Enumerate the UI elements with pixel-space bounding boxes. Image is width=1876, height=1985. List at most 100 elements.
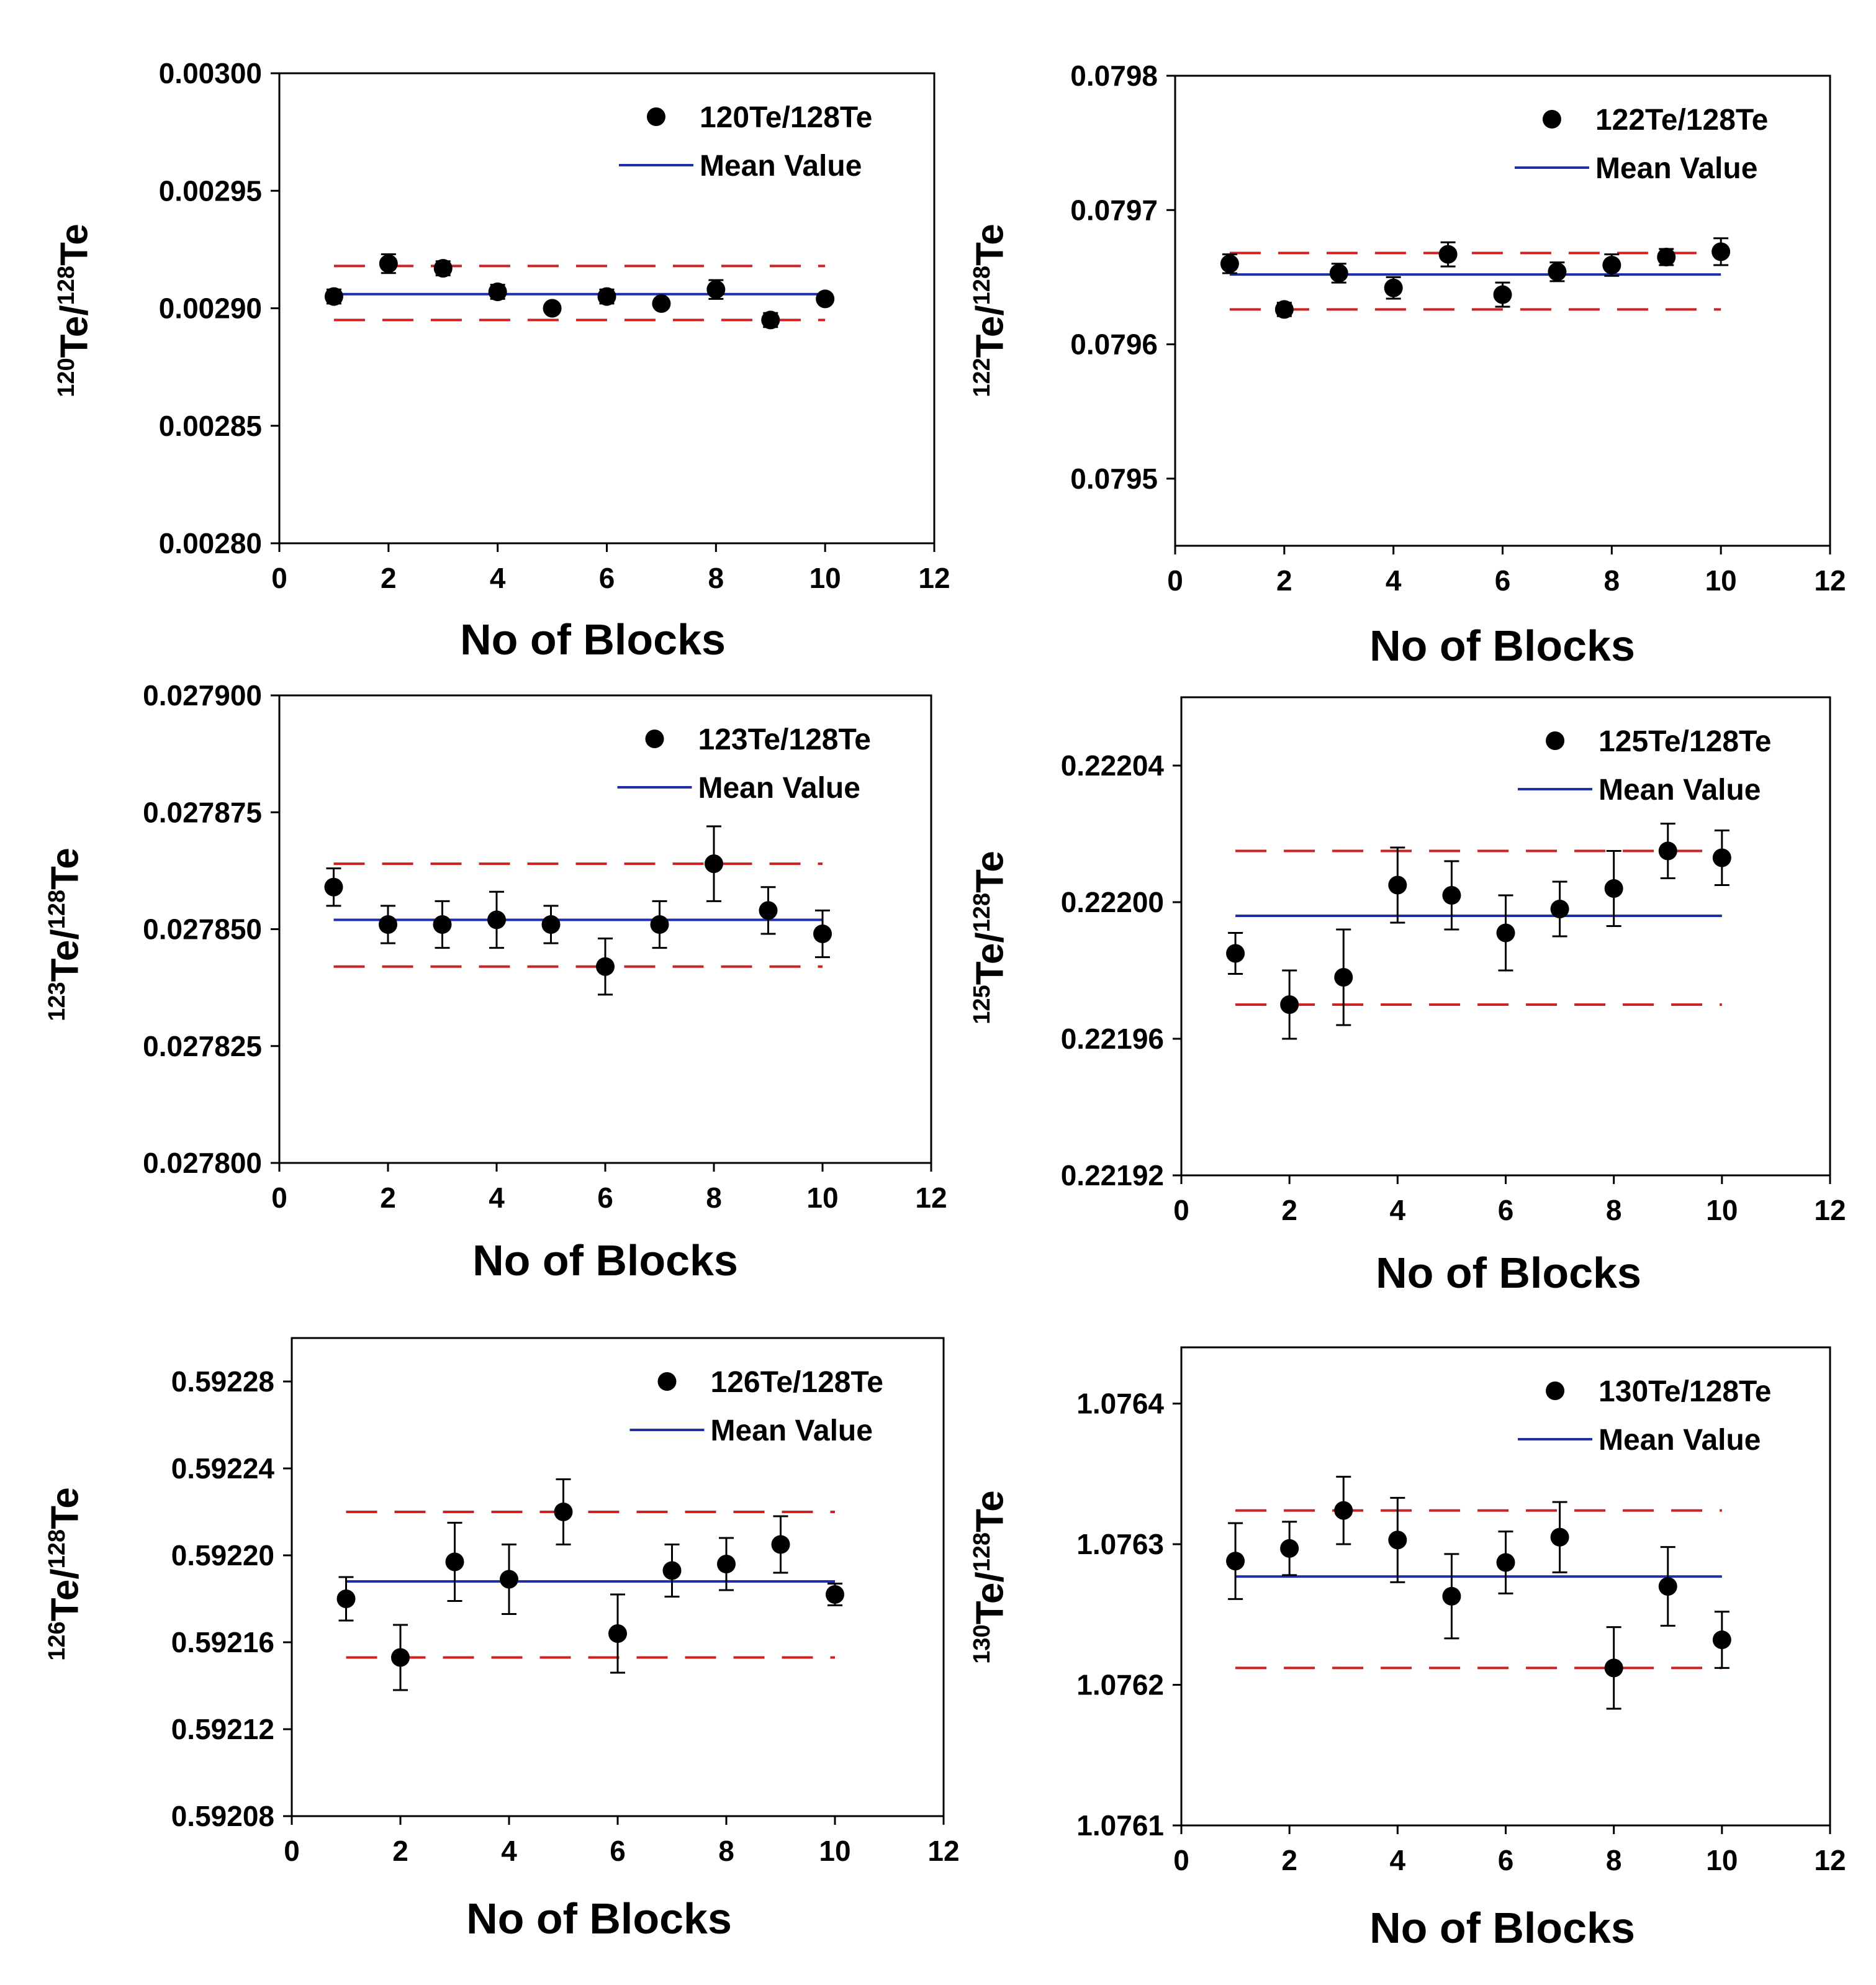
data-point	[826, 1583, 844, 1606]
data-point	[445, 1522, 464, 1602]
x-axis-label: No of Blocks	[1376, 1249, 1641, 1297]
data-point	[1388, 1496, 1407, 1583]
x-tick-label: 10	[819, 1835, 850, 1867]
data-point	[1604, 1626, 1623, 1710]
point-marker	[650, 915, 669, 934]
point-marker	[488, 283, 507, 302]
x-axis-label: No of Blocks	[472, 1236, 738, 1285]
point-marker	[1602, 255, 1621, 274]
point-marker	[1274, 300, 1294, 319]
point-marker	[596, 957, 615, 976]
x-tick-label: 6	[597, 1182, 613, 1214]
data-point	[1442, 860, 1461, 931]
data-point	[554, 1478, 573, 1545]
point-marker	[1604, 879, 1623, 898]
data-point	[1604, 850, 1623, 927]
point-marker	[771, 1535, 790, 1554]
point-marker	[1438, 245, 1458, 264]
point-marker	[1496, 1553, 1515, 1572]
data-point	[761, 310, 780, 330]
legend-series-label: 120Te/128Te	[700, 101, 872, 134]
point-marker	[541, 915, 561, 934]
data-point	[324, 867, 343, 907]
x-axis-label: No of Blocks	[1369, 1904, 1635, 1952]
y-axis-label: 130Te/128Te	[968, 1490, 1012, 1664]
y-tick-label: 0.59216	[171, 1626, 274, 1658]
x-tick-label: 0	[284, 1835, 300, 1867]
point-marker	[1334, 1501, 1353, 1520]
data-point	[650, 900, 669, 949]
point-marker	[1658, 1577, 1677, 1596]
data-point	[324, 287, 343, 306]
y-tick-label: 0.59220	[171, 1539, 274, 1571]
data-point	[1548, 261, 1567, 283]
legend-series-label: 122Te/128Te	[1595, 104, 1768, 137]
x-tick-label: 8	[718, 1835, 734, 1867]
point-marker	[662, 1561, 682, 1580]
data-point	[816, 289, 835, 309]
data-point	[652, 294, 671, 313]
x-tick-label: 2	[380, 1182, 396, 1214]
x-tick-label: 12	[927, 1835, 959, 1867]
data-point	[1388, 846, 1407, 924]
x-tick-label: 4	[501, 1835, 517, 1867]
data-point	[1550, 1501, 1569, 1573]
data-point	[813, 909, 832, 959]
x-tick-label: 0	[271, 1182, 287, 1214]
point-marker	[826, 1585, 844, 1604]
data-point	[391, 1624, 410, 1691]
point-marker	[1496, 923, 1515, 943]
data-point	[1334, 928, 1353, 1026]
x-tick-label: 8	[1606, 1844, 1622, 1876]
data-point	[1274, 300, 1294, 319]
point-marker	[324, 877, 343, 897]
point-marker	[500, 1570, 518, 1589]
point-marker	[1280, 995, 1299, 1014]
x-tick-label: 8	[1604, 564, 1620, 597]
y-tick-label: 0.00280	[159, 527, 262, 559]
y-tick-label: 1.0764	[1076, 1388, 1164, 1420]
y-tick-label: 0.22196	[1061, 1023, 1164, 1055]
y-tick-label: 0.027800	[143, 1147, 262, 1179]
data-point	[596, 938, 615, 996]
point-marker	[706, 280, 726, 299]
point-marker	[761, 310, 780, 330]
data-point	[706, 279, 726, 300]
x-tick-label: 10	[1706, 1844, 1738, 1876]
data-point	[1226, 1522, 1245, 1600]
point-marker	[1550, 1527, 1569, 1547]
y-tick-label: 0.0796	[1070, 328, 1158, 361]
legend-marker	[657, 1372, 677, 1391]
point-marker	[1711, 242, 1731, 261]
point-marker	[1226, 1552, 1245, 1571]
x-tick-label: 8	[708, 562, 724, 594]
legend-series-label: 130Te/128Te	[1599, 1375, 1771, 1408]
point-marker	[487, 910, 506, 929]
y-tick-label: 0.027875	[143, 796, 262, 828]
point-marker	[1712, 1630, 1731, 1650]
x-tick-label: 8	[706, 1182, 722, 1214]
y-tick-label: 0.0797	[1070, 194, 1158, 226]
x-tick-label: 0	[271, 562, 287, 594]
data-point	[1657, 247, 1676, 266]
x-tick-label: 4	[1390, 1844, 1406, 1876]
legend-marker	[1542, 110, 1561, 129]
point-marker	[433, 915, 452, 934]
x-tick-label: 10	[806, 1182, 838, 1214]
x-axis-label: No of Blocks	[466, 1894, 732, 1943]
x-tick-label: 4	[1390, 1194, 1406, 1226]
point-marker	[1657, 247, 1676, 266]
point-marker	[379, 254, 398, 273]
x-axis-label: No of Blocks	[460, 615, 726, 664]
point-marker	[391, 1648, 410, 1667]
data-point	[1280, 1521, 1299, 1576]
x-tick-label: 6	[1495, 564, 1511, 597]
x-tick-label: 0	[1173, 1194, 1189, 1226]
point-marker	[1442, 1586, 1461, 1606]
data-point	[608, 1593, 627, 1674]
